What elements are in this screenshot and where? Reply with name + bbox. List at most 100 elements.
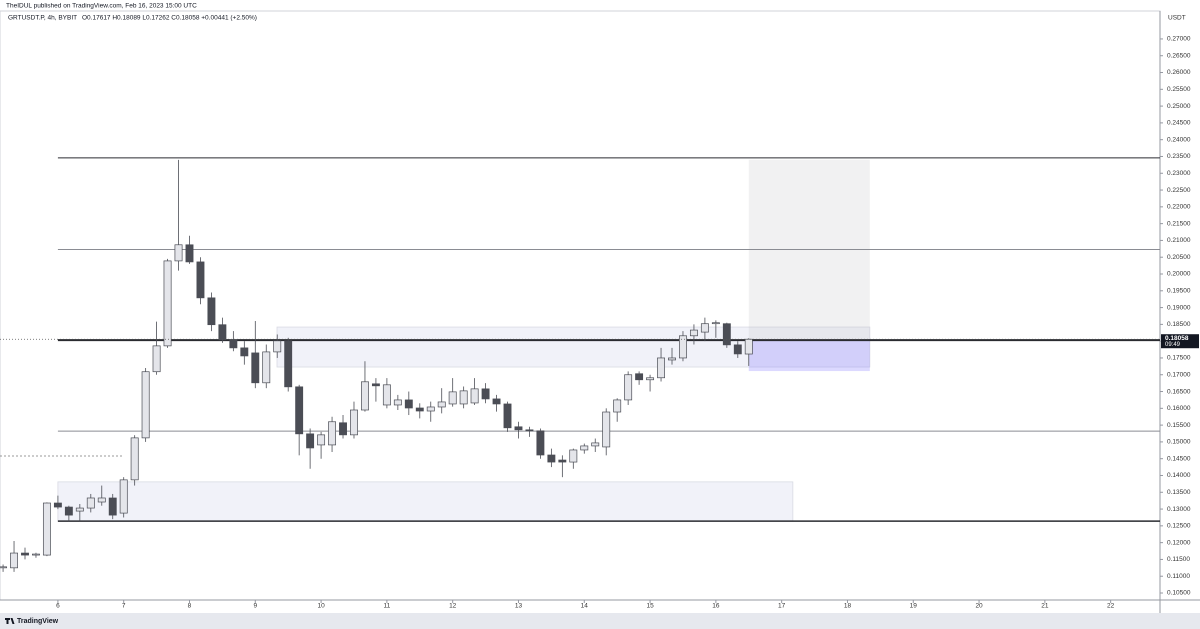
y-tick-label: 0.12500 — [1167, 523, 1191, 530]
y-tick-label: 0.15000 — [1167, 439, 1191, 446]
candle-body — [251, 352, 260, 384]
y-tick-label: 0.27000 — [1167, 36, 1191, 43]
y-tick-label: 0.25500 — [1167, 86, 1191, 93]
x-tick-label: 11 — [384, 603, 391, 610]
candle-body — [196, 261, 205, 299]
y-tick-label: 0.20500 — [1167, 254, 1191, 261]
y-tick-label: 0.26000 — [1167, 69, 1191, 76]
y-tick-label: 0.13500 — [1167, 489, 1191, 496]
candle-body — [393, 399, 402, 406]
x-tick-label: 6 — [56, 603, 60, 610]
x-tick-label: 12 — [449, 603, 457, 610]
last-price-label: 0.18058 — [1165, 335, 1189, 342]
candle-body — [689, 329, 698, 337]
x-tick-label: 19 — [910, 603, 918, 610]
candle-body — [273, 340, 282, 353]
candle-body — [744, 338, 753, 355]
candle-body — [152, 345, 161, 373]
y-tick-label: 0.25000 — [1167, 103, 1191, 110]
candle-body — [339, 422, 347, 436]
candle-body — [130, 437, 139, 481]
y-tick-label: 0.22000 — [1167, 204, 1191, 211]
candle-body — [163, 260, 172, 347]
y-tick-label: 0.26500 — [1167, 52, 1191, 59]
y-tick-label: 0.21000 — [1167, 237, 1191, 244]
y-tick-label: 0.14500 — [1167, 455, 1191, 462]
candle-body — [382, 384, 391, 406]
candle-body — [657, 357, 665, 379]
candle-body — [536, 430, 545, 456]
candle-body — [218, 324, 227, 341]
candle-body — [75, 507, 84, 512]
x-tick-label: 10 — [317, 603, 325, 610]
candle-body — [10, 552, 18, 569]
y-tick-label: 0.11000 — [1167, 573, 1190, 580]
candle-body — [459, 390, 468, 405]
candle-body — [350, 409, 358, 436]
candle-body — [733, 344, 742, 355]
candle-body — [503, 403, 512, 429]
candle-body — [426, 406, 435, 412]
y-tick-label: 0.21500 — [1167, 220, 1191, 227]
y-tick-label: 0.23500 — [1167, 153, 1191, 160]
symbol-line: GRTUSDT.P, 4h, BYBIT — [8, 15, 77, 22]
candle-body — [481, 388, 490, 400]
y-tick-label: 0.23000 — [1167, 170, 1191, 177]
candle-body — [415, 407, 424, 412]
candle-body — [679, 335, 687, 359]
candle-body — [646, 377, 655, 381]
candle-body — [613, 399, 622, 413]
y-tick-label: 0.15500 — [1167, 422, 1191, 429]
candle-body — [240, 347, 249, 357]
candle-body — [722, 323, 731, 346]
candle-body — [437, 401, 446, 408]
y-tick-label: 0.14000 — [1167, 472, 1191, 479]
x-tick-label: 9 — [253, 603, 257, 610]
candle-body — [635, 373, 644, 381]
y-tick-label: 0.20000 — [1167, 271, 1191, 278]
candle-body — [141, 371, 150, 439]
plot-layer: 0.10500 0.11000 0.11500 0.12000 0.12500 0.130… — [0, 36, 1191, 610]
y-tick-label: 0.16000 — [1167, 405, 1191, 412]
candle-body — [42, 502, 51, 556]
candle-body — [86, 497, 95, 509]
candle-body — [295, 386, 304, 435]
candle-body — [492, 398, 501, 405]
candle-body — [0, 566, 8, 569]
footer-bar — [0, 613, 1200, 629]
y-tick-label: 0.18500 — [1167, 321, 1191, 328]
candle-body — [119, 479, 128, 514]
candle-body — [185, 244, 194, 263]
candle-body — [624, 374, 633, 401]
candle-body — [207, 297, 216, 326]
candle-body — [558, 459, 567, 463]
candle-body — [328, 421, 337, 446]
y-tick-label: 0.22500 — [1167, 187, 1191, 194]
y-tick-label: 0.17000 — [1167, 371, 1191, 378]
y-tick-label: 0.10500 — [1167, 590, 1191, 597]
zone — [57, 481, 794, 522]
y-tick-label: 0.24500 — [1167, 120, 1191, 127]
ohlc-line: O0.17617 H0.18089 L0.17262 C0.18058 +0.0… — [82, 15, 257, 22]
candle-body — [591, 442, 600, 447]
x-tick-label: 15 — [646, 603, 654, 610]
candle-body — [547, 454, 556, 463]
candle-body — [53, 502, 62, 508]
candle-body — [21, 552, 29, 556]
candle-body — [569, 449, 578, 463]
candle-body — [108, 497, 117, 516]
candle-body — [371, 383, 380, 387]
candle-body — [448, 391, 457, 405]
header: TheIDUL published on TradingView.com, Fe… — [6, 3, 197, 10]
candle-body — [32, 553, 40, 556]
candle-body — [361, 381, 369, 411]
y-tick-label: 0.19500 — [1167, 288, 1191, 295]
candle-body — [711, 322, 720, 325]
x-tick-label: 17 — [778, 603, 786, 610]
candle-body — [700, 323, 709, 333]
candle-body — [470, 388, 479, 404]
y-axis-unit: USDT — [1168, 15, 1186, 22]
x-tick-label: 18 — [844, 603, 852, 610]
candle-body — [668, 357, 676, 361]
